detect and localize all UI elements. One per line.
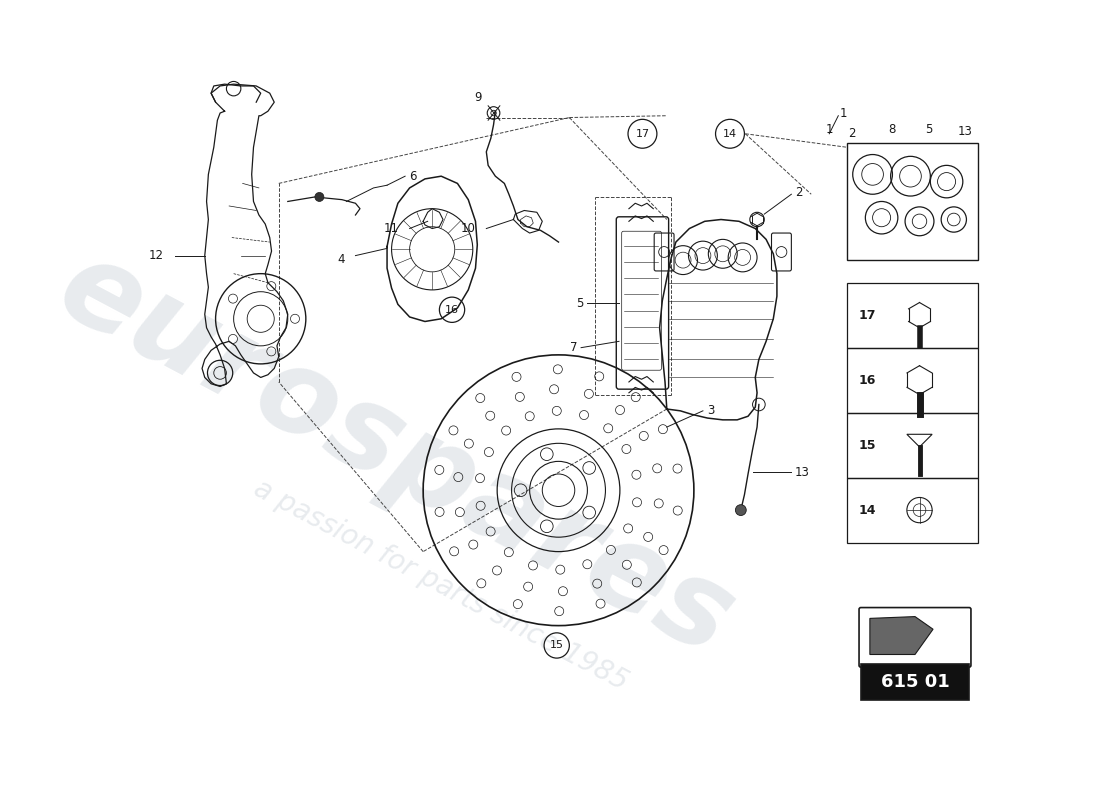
Text: 11: 11 [384, 222, 399, 235]
Text: 16: 16 [858, 374, 876, 386]
Text: 6: 6 [409, 170, 416, 182]
Text: 13: 13 [795, 466, 810, 478]
Text: 17: 17 [636, 129, 649, 138]
Text: 2: 2 [848, 127, 856, 140]
Text: 5: 5 [925, 122, 932, 136]
Text: 5: 5 [576, 297, 584, 310]
Text: 3: 3 [707, 404, 715, 418]
Text: 12: 12 [150, 249, 164, 262]
Text: 13: 13 [957, 125, 972, 138]
Text: 15: 15 [550, 641, 563, 650]
Text: 1: 1 [825, 122, 833, 136]
Text: a passion for parts since 1985: a passion for parts since 1985 [250, 474, 632, 696]
Circle shape [315, 193, 323, 202]
Text: 15: 15 [858, 438, 876, 452]
Circle shape [736, 505, 746, 515]
Polygon shape [870, 617, 933, 654]
Text: 615 01: 615 01 [881, 674, 949, 691]
Text: 17: 17 [858, 309, 876, 322]
Text: 9: 9 [474, 91, 482, 104]
Text: 7: 7 [570, 341, 578, 354]
Text: 14: 14 [723, 129, 737, 138]
Text: 8: 8 [889, 122, 896, 136]
Text: 1: 1 [840, 106, 848, 119]
Text: 4: 4 [337, 253, 344, 266]
Text: 16: 16 [446, 305, 459, 314]
Text: 10: 10 [461, 222, 475, 235]
FancyBboxPatch shape [861, 663, 969, 700]
Text: 2: 2 [795, 186, 803, 199]
Text: eurospares: eurospares [40, 228, 752, 680]
Text: 14: 14 [858, 504, 876, 517]
